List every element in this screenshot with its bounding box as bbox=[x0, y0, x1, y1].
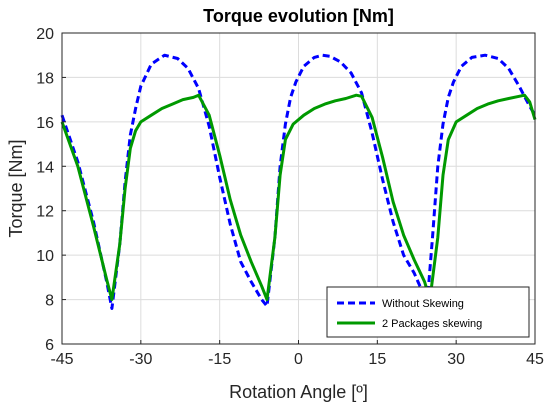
x-tick-label-5: 30 bbox=[447, 351, 465, 368]
series-line-2-packages-skewing bbox=[60, 93, 537, 302]
y-tick-label-2: 10 bbox=[36, 248, 54, 265]
x-axis-label: Rotation Angle [º] bbox=[229, 382, 368, 402]
y-tick-label-4: 14 bbox=[36, 159, 54, 176]
y-tick-label-1: 8 bbox=[45, 293, 54, 310]
legend: Without Skewing 2 Packages skewing bbox=[326, 286, 530, 338]
y-axis-label: Torque [Nm] bbox=[6, 139, 26, 237]
y-tick-label-6: 18 bbox=[36, 70, 54, 87]
x-tick-label-1: -30 bbox=[129, 351, 152, 368]
series-line-without-skewing bbox=[60, 53, 537, 310]
y-tick-label-5: 16 bbox=[36, 115, 54, 132]
legend-box bbox=[326, 286, 530, 338]
chart-title: Torque evolution [Nm] bbox=[203, 6, 394, 26]
y-tick-label-7: 20 bbox=[36, 26, 54, 43]
x-tick-label-0: -45 bbox=[50, 351, 73, 368]
y-tick-label-0: 6 bbox=[45, 337, 54, 354]
legend-label-without-skewing: Without Skewing bbox=[382, 298, 464, 310]
x-tick-label-2: -15 bbox=[208, 351, 231, 368]
y-tick-label-3: 12 bbox=[36, 204, 54, 221]
legend-label-2-packages-skewing: 2 Packages skewing bbox=[382, 318, 482, 330]
x-tick-label-6: 45 bbox=[526, 351, 544, 368]
plot-series bbox=[60, 53, 537, 310]
x-tick-label-3: 0 bbox=[294, 351, 303, 368]
axis-ticks: -45 -30 -15 0 15 30 45 6 8 10 12 14 16 18 20 bbox=[36, 26, 544, 368]
x-tick-label-4: 15 bbox=[368, 351, 386, 368]
